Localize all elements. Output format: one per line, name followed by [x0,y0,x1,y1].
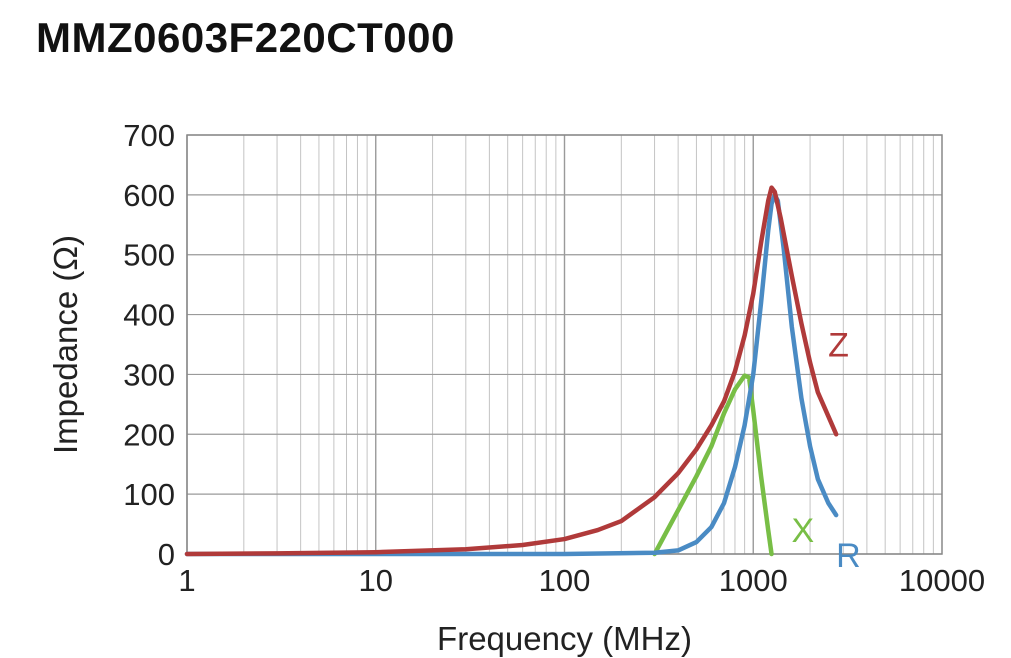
chart-title: MMZ0603F220CT000 [36,14,455,61]
x-axis-label: Frequency (MHz) [437,620,692,657]
x-tick-label: 1000 [719,563,788,598]
x-tick-label: 10 [359,563,393,598]
y-tick-label: 600 [123,178,175,213]
y-tick-label: 700 [123,118,175,153]
series-line-x [652,373,774,557]
labels: Z RX [792,326,861,575]
series-label-x: X [792,512,815,550]
x-tick-label: 100 [539,563,591,598]
y-tick-label: 400 [123,298,175,333]
series-label-z: Z [828,326,849,364]
axes: 0 100 200 300 400 500 600 700 1 10 100 1000 10000 Fre… [47,118,985,657]
y-tick-label: 0 [158,537,175,572]
y-axis-label: Impedance (Ω) [47,235,84,454]
x-tick-label: 10000 [899,563,985,598]
y-tick-label: 100 [123,477,175,512]
series-line-r [184,192,839,557]
series-line-z [184,185,839,557]
y-tick-label: 200 [123,417,175,452]
x-tick-label: 1 [178,563,195,598]
series [184,185,839,557]
y-tick-label: 500 [123,238,175,273]
y-tick-label: 300 [123,357,175,392]
series-label-r: R [836,537,861,575]
